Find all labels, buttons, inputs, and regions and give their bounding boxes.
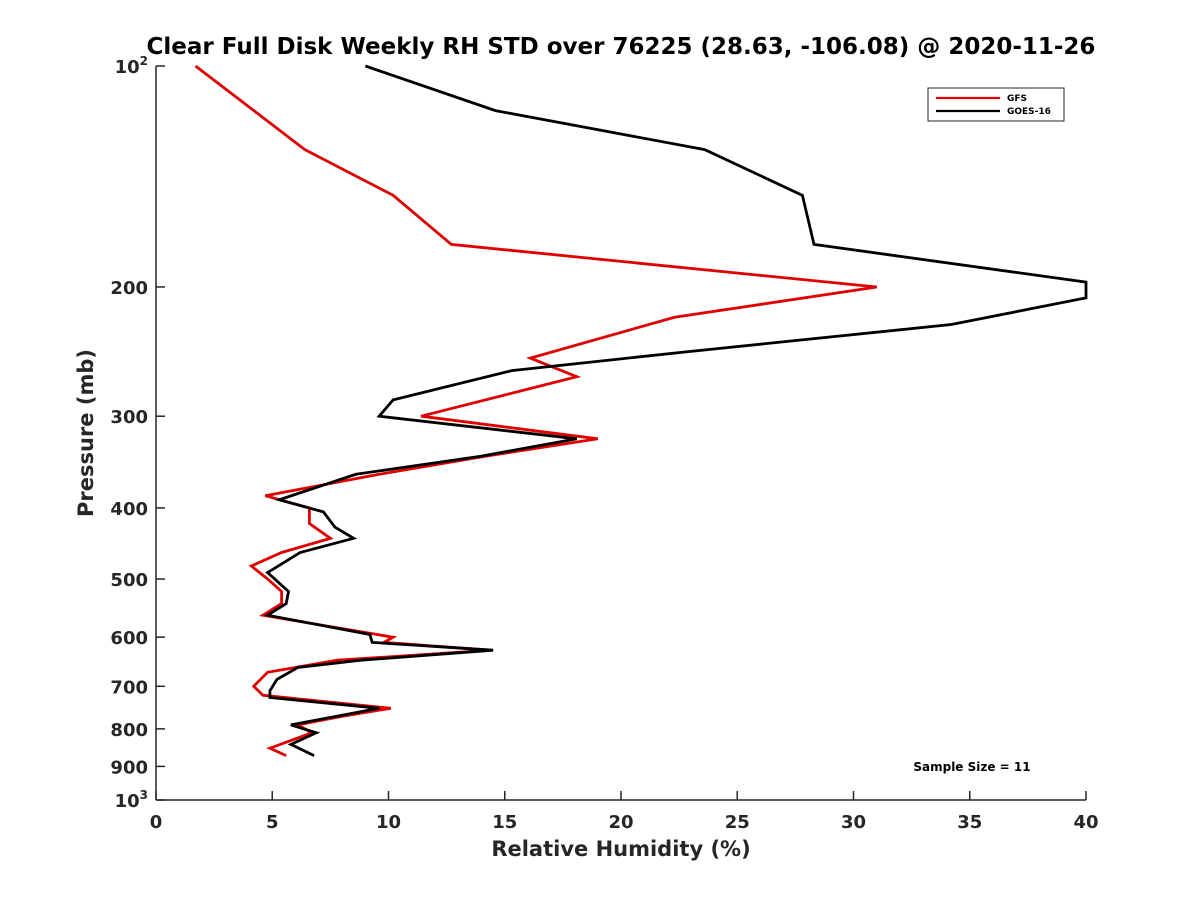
legend-label-goes16: GOES-16 — [1007, 107, 1051, 117]
x-tick-label: 35 — [957, 812, 982, 833]
x-axis-label: Relative Humidity (%) — [491, 837, 750, 861]
legend-label-gfs: GFS — [1007, 94, 1027, 104]
y-tick-label: 103 — [115, 788, 148, 812]
y-axis-label: Pressure (mb) — [74, 349, 98, 517]
x-tick-label: 15 — [492, 812, 517, 833]
sample-size-annotation: Sample Size = 11 — [913, 760, 1030, 774]
x-tick-label: 10 — [376, 812, 401, 833]
y-tick-label: 102 — [115, 54, 148, 78]
y-tick-label: 800 — [110, 720, 148, 741]
series-layer — [194, 64, 1088, 757]
y-tick-label: 300 — [110, 407, 148, 428]
y-tick-label: 700 — [110, 677, 148, 698]
x-tick-label: 5 — [266, 812, 279, 833]
y-ticks: 102 200 300 400 500 600 700 800 900 103 — [110, 54, 165, 812]
x-tick-label: 0 — [150, 812, 163, 833]
x-tick-label: 25 — [725, 812, 750, 833]
legend-box — [927, 87, 1065, 122]
series-line-goes16 — [263, 64, 1088, 757]
x-ticks: 0 5 10 15 20 25 30 35 40 — [150, 791, 1099, 833]
x-tick-label: 20 — [608, 812, 633, 833]
y-tick-label: 200 — [110, 278, 148, 299]
x-tick-label: 30 — [841, 812, 866, 833]
chart-title: Clear Full Disk Weekly RH STD over 76225… — [147, 34, 1096, 60]
y-tick-label: 500 — [110, 570, 148, 591]
x-tick-label: 40 — [1073, 812, 1098, 833]
y-tick-label: 600 — [110, 628, 148, 649]
y-tick-label: 400 — [110, 499, 148, 520]
y-tick-label: 900 — [110, 757, 148, 778]
legend: GFS GOES-16 — [927, 87, 1065, 122]
